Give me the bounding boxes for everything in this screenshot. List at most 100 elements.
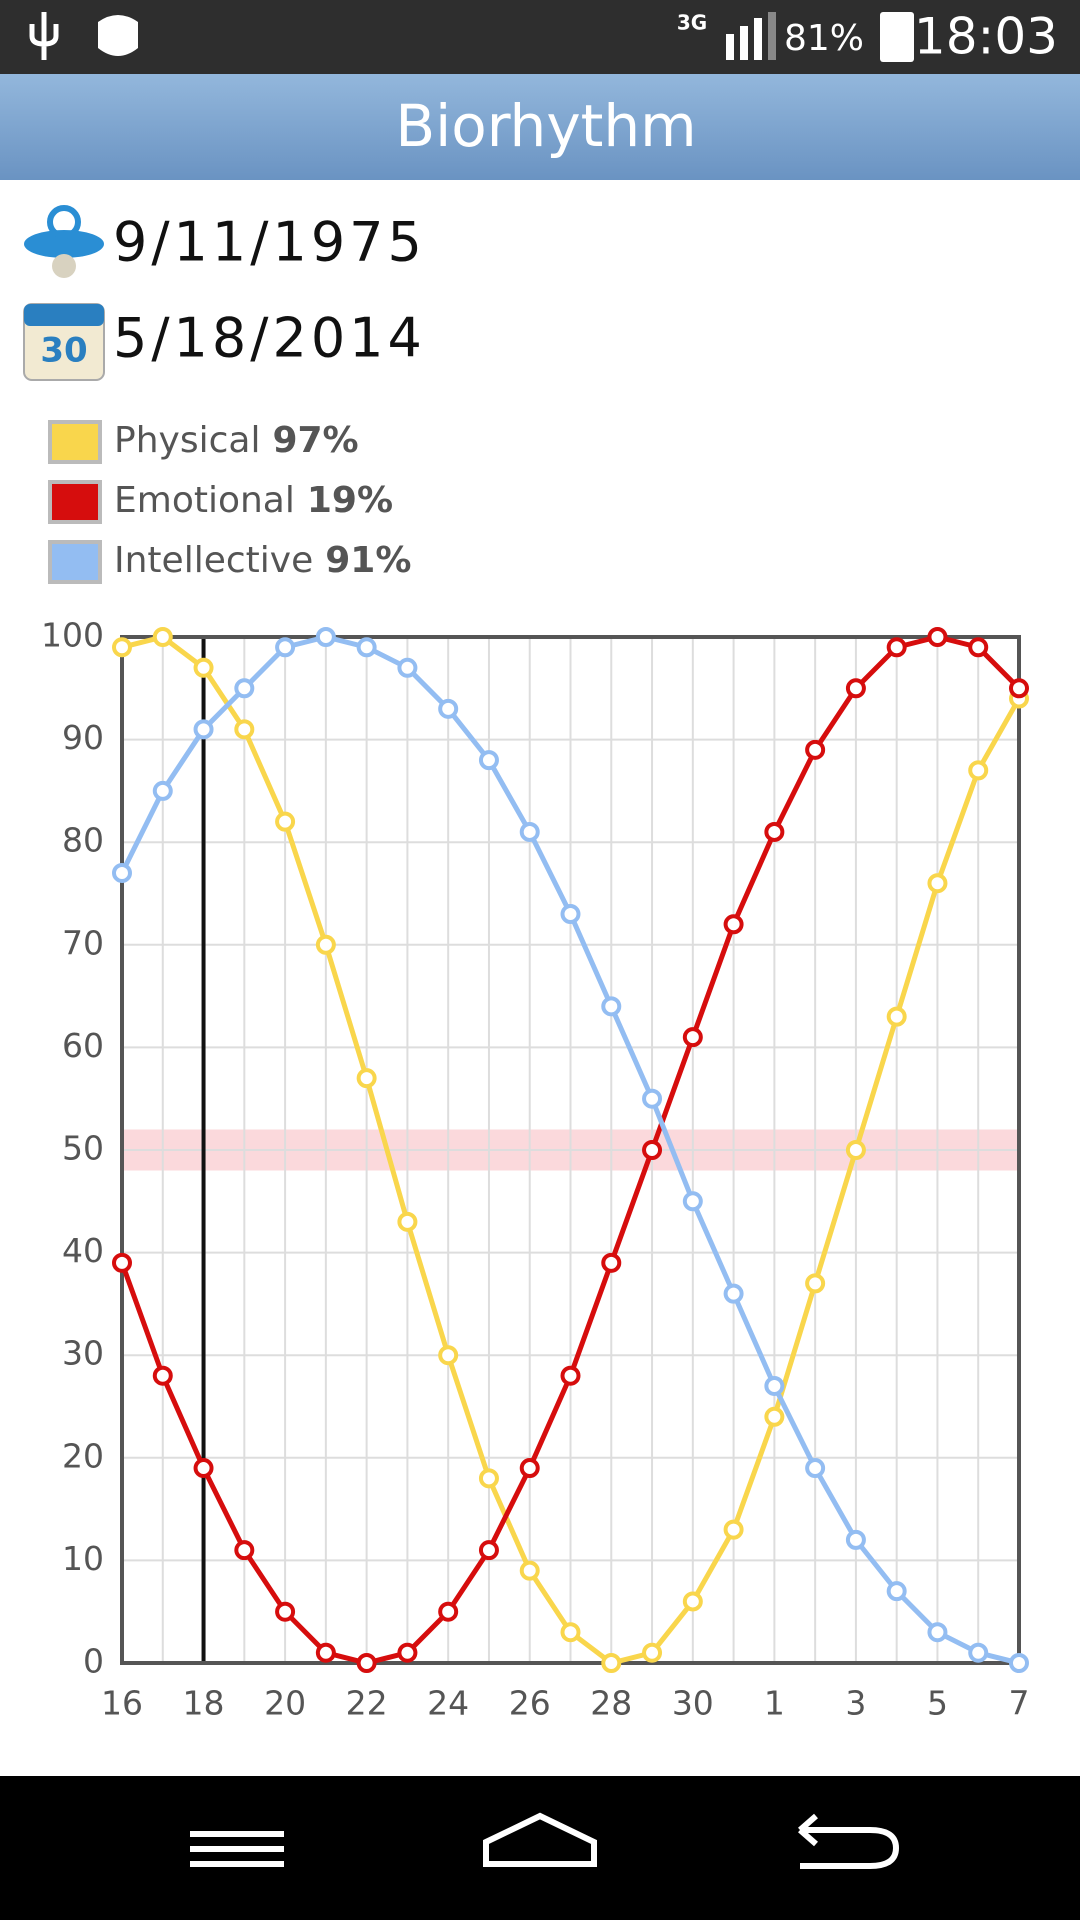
- data-point: [275, 637, 296, 658]
- data-point: [886, 1006, 907, 1027]
- data-point: [519, 821, 540, 842]
- data-point: [438, 1601, 459, 1622]
- data-point: [478, 1468, 499, 1489]
- data-point: [845, 678, 866, 699]
- x-tick-label: 16: [101, 1684, 143, 1723]
- legend-entry: Intellective 91%: [114, 540, 411, 581]
- data-point: [438, 1345, 459, 1366]
- svg-text:30: 30: [40, 331, 87, 371]
- y-tick-label: 70: [62, 923, 104, 962]
- data-point: [234, 678, 255, 699]
- data-point: [112, 637, 132, 658]
- legend-name: Physical: [114, 420, 260, 461]
- data-point: [315, 627, 336, 647]
- data-point: [601, 1653, 622, 1673]
- data-point: [682, 1191, 703, 1212]
- home-button[interactable]: [483, 1812, 597, 1867]
- legend-entry: Physical 97%: [114, 420, 359, 461]
- y-tick-label: 40: [62, 1231, 104, 1270]
- data-point: [356, 1653, 377, 1673]
- data-point: [927, 1622, 948, 1643]
- data-point: [642, 1088, 663, 1109]
- data-point: [193, 657, 214, 678]
- data-point: [519, 1560, 540, 1581]
- data-point: [723, 1519, 744, 1540]
- y-tick-label: 30: [62, 1334, 104, 1373]
- data-point: [356, 1068, 377, 1089]
- data-point: [845, 1140, 866, 1160]
- data-point: [397, 1642, 418, 1663]
- x-tick-label: 3: [845, 1684, 866, 1723]
- data-point: [397, 657, 418, 678]
- data-point: [805, 1273, 826, 1294]
- data-point: [560, 1622, 581, 1643]
- legend-name: Intellective: [114, 540, 313, 581]
- x-tick-label: 5: [927, 1684, 948, 1723]
- y-tick-label: 20: [62, 1436, 104, 1475]
- data-point: [642, 1140, 663, 1160]
- data-point: [642, 1642, 663, 1663]
- x-tick-label: 20: [264, 1684, 306, 1723]
- data-point: [356, 637, 377, 658]
- data-point: [397, 1211, 418, 1232]
- plot: 0 10 20 30 40 50 60 70 80 90 100 16 18 20 22 24 26 28 30 1 3…: [41, 616, 1030, 1723]
- data-point: [927, 873, 948, 894]
- legend-swatch: [48, 540, 102, 584]
- legend-value: 91%: [325, 540, 411, 581]
- legend-entry: Emotional 19%: [114, 480, 393, 521]
- data-point: [275, 811, 296, 832]
- data-point: [152, 780, 173, 801]
- nav-bar: [0, 1776, 1080, 1920]
- x-tick-label: 1: [764, 1684, 785, 1723]
- x-tick-label: 18: [183, 1684, 225, 1723]
- y-tick-label: 0: [83, 1642, 104, 1681]
- data-point: [845, 1529, 866, 1550]
- data-point: [478, 750, 499, 771]
- data-point: [193, 719, 214, 740]
- data-point: [234, 1540, 255, 1561]
- x-tick-label: 28: [590, 1684, 632, 1723]
- x-tick-label: 24: [427, 1684, 469, 1723]
- data-point: [968, 1642, 989, 1663]
- data-point: [805, 1458, 826, 1479]
- data-point: [519, 1458, 540, 1479]
- data-point: [112, 862, 132, 883]
- legend-value: 97%: [272, 420, 358, 461]
- data-point: [478, 1540, 499, 1561]
- data-point: [805, 739, 826, 760]
- y-tick-label: 50: [62, 1129, 104, 1168]
- data-point: [601, 1252, 622, 1273]
- y-tick-label: 60: [62, 1026, 104, 1065]
- menu-button[interactable]: [190, 1831, 284, 1867]
- data-point: [193, 1458, 214, 1479]
- data-point: [438, 698, 459, 719]
- data-point: [968, 760, 989, 781]
- data-point: [764, 1406, 785, 1427]
- x-tick-label: 26: [509, 1684, 551, 1723]
- data-point: [560, 1365, 581, 1386]
- legend-swatch: [48, 420, 102, 464]
- data-point: [723, 1283, 744, 1304]
- data-point: [927, 627, 948, 647]
- battery-level: 81%: [784, 18, 864, 59]
- data-point: [1009, 678, 1029, 699]
- y-tick-label: 100: [41, 616, 104, 655]
- data-point: [112, 1252, 132, 1273]
- legend-value: 19%: [307, 480, 393, 521]
- data-point: [315, 934, 336, 955]
- data-point: [152, 627, 173, 647]
- data-point: [764, 821, 785, 842]
- plot-frame: [120, 635, 1021, 1665]
- app-title: Biorhythm: [395, 92, 696, 160]
- current-date: 5/18/2014: [113, 307, 426, 370]
- y-tick-label: 90: [62, 718, 104, 757]
- birth-icon: [24, 205, 104, 278]
- back-button[interactable]: [798, 1813, 900, 1869]
- calendar-icon: 30: [23, 303, 105, 381]
- data-point: [886, 637, 907, 658]
- status-icons: [29, 12, 914, 62]
- x-tick-label: 30: [672, 1684, 714, 1723]
- y-tick-label: 80: [62, 821, 104, 860]
